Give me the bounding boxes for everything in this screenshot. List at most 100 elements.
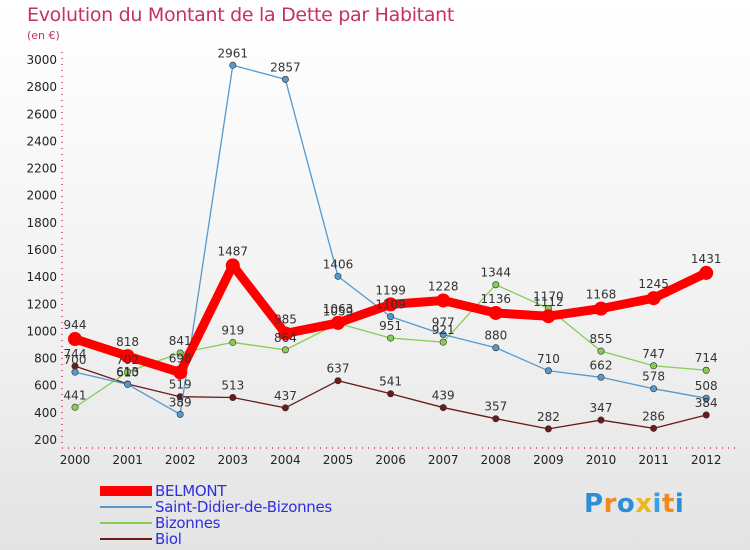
data-label: 508 <box>695 379 718 393</box>
legend-label-belmont: BELMONT <box>155 482 227 500</box>
data-label: 1170 <box>533 289 564 303</box>
data-label: 1199 <box>375 283 406 297</box>
y-tick-label: 2200 <box>26 162 57 176</box>
data-point <box>699 265 714 280</box>
data-point <box>488 305 503 320</box>
logo-letter: P <box>584 489 604 519</box>
data-point <box>597 373 605 381</box>
data-label: 747 <box>642 347 665 361</box>
data-point <box>71 368 79 376</box>
x-tick-label: 2011 <box>638 453 669 467</box>
data-point <box>383 297 398 312</box>
logo-letter: o <box>616 489 636 519</box>
y-tick-label: 1000 <box>26 324 57 338</box>
logo-letter: i <box>652 489 662 519</box>
x-tick-label: 2002 <box>165 453 196 467</box>
data-label: 578 <box>642 370 665 384</box>
chart-subtitle: (en €) <box>27 29 60 42</box>
data-point <box>387 334 395 342</box>
data-label: 919 <box>221 323 244 337</box>
data-label: 1136 <box>481 292 512 306</box>
data-point <box>544 425 552 433</box>
data-label: 2857 <box>270 60 301 74</box>
data-label: 637 <box>327 362 350 376</box>
data-label: 1168 <box>586 288 617 302</box>
data-point <box>702 366 710 374</box>
data-label: 855 <box>590 332 613 346</box>
data-label: 944 <box>64 318 87 332</box>
data-point <box>492 344 500 352</box>
data-label: 951 <box>379 319 402 333</box>
y-tick-label: 800 <box>34 352 57 366</box>
legend-label-biol: Biol <box>155 530 182 548</box>
data-point <box>281 346 289 354</box>
data-label: 384 <box>695 396 718 410</box>
data-point <box>229 394 237 402</box>
data-label: 662 <box>590 358 613 372</box>
x-tick-label: 2008 <box>481 453 512 467</box>
data-point <box>436 293 451 308</box>
proxiti-logo: Proxiti <box>584 489 684 519</box>
data-label: 744 <box>64 347 87 361</box>
logo-letter: i <box>674 489 685 519</box>
data-label: 1406 <box>323 257 354 271</box>
data-point <box>650 424 658 432</box>
data-point <box>492 415 500 423</box>
data-point <box>594 301 608 316</box>
data-label: 714 <box>695 351 718 365</box>
data-point <box>650 362 658 370</box>
data-label: 1059 <box>323 304 354 318</box>
data-point <box>650 385 658 393</box>
x-tick-label: 2007 <box>428 453 459 467</box>
data-label: 818 <box>116 335 139 349</box>
data-label: 347 <box>590 401 613 415</box>
legend-label-saint-didier: Saint-Didier-de-Bizonnes <box>155 498 332 516</box>
x-tick-label: 2010 <box>586 453 617 467</box>
legend-swatch-bizonnes <box>100 522 152 524</box>
data-label: 610 <box>116 365 139 379</box>
data-label: 985 <box>274 312 297 326</box>
y-tick-label: 1800 <box>26 216 57 230</box>
data-point <box>702 411 710 419</box>
data-point <box>229 61 237 69</box>
data-label: 613 <box>116 365 139 379</box>
data-point <box>120 349 135 364</box>
y-tick-label: 2800 <box>26 80 57 94</box>
data-point <box>229 338 237 346</box>
data-point <box>278 326 293 341</box>
data-point <box>124 380 132 388</box>
data-point <box>334 272 342 280</box>
data-point <box>646 291 661 306</box>
data-label: 864 <box>274 331 297 345</box>
x-tick-label: 2003 <box>218 453 249 467</box>
data-point <box>597 347 605 355</box>
y-tick-label: 400 <box>34 406 57 420</box>
legend-swatch-biol <box>100 538 152 540</box>
y-tick-label: 600 <box>34 379 57 393</box>
x-tick-label: 2004 <box>270 453 301 467</box>
x-tick-label: 2009 <box>533 453 564 467</box>
data-label: 286 <box>642 409 665 423</box>
data-point <box>225 258 240 273</box>
data-label: 1344 <box>481 266 512 280</box>
data-point <box>439 338 447 346</box>
y-tick-label: 2400 <box>26 134 57 148</box>
legend-swatch-saint-didier <box>100 506 152 508</box>
y-tick-label: 2000 <box>26 189 57 203</box>
data-label: 282 <box>537 410 560 424</box>
data-point <box>541 309 556 324</box>
data-point <box>334 377 342 385</box>
data-label: 1431 <box>691 252 722 266</box>
data-label: 513 <box>221 379 244 393</box>
data-point <box>597 416 605 424</box>
data-point <box>387 313 395 321</box>
legend-swatch-belmont <box>100 486 152 496</box>
data-point <box>124 368 132 376</box>
data-point <box>544 367 552 375</box>
data-label: 439 <box>432 389 455 403</box>
data-point <box>176 410 184 418</box>
data-label: 700 <box>64 353 87 367</box>
data-point <box>173 365 188 380</box>
data-point <box>387 390 395 398</box>
